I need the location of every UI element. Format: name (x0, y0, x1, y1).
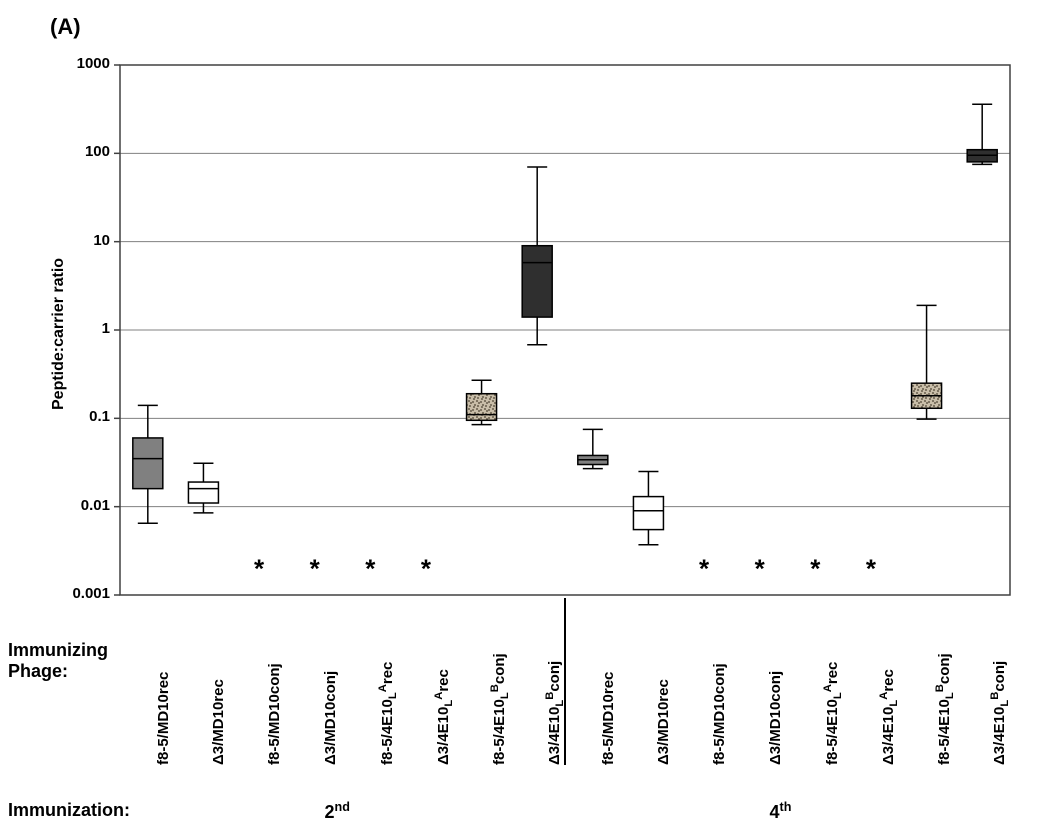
x-category-label: Δ3/4E10LBconj (544, 661, 566, 765)
group-label-4th: 4th (770, 800, 792, 823)
x-category-label: f8-5/MD10rec (155, 672, 172, 765)
svg-text:*: * (365, 553, 376, 583)
svg-text:*: * (699, 553, 710, 583)
x-category-label: f8-5/4E10LArec (822, 662, 844, 765)
figure-container: { "panel_label": { "text": "(A)", "x": 5… (0, 0, 1050, 839)
svg-text:*: * (755, 553, 766, 583)
x-category-label: f8-5/MD10conj (711, 663, 728, 765)
x-category-label: f8-5/4E10LBconj (934, 653, 956, 765)
row-label-immunizing-phage: ImmunizingPhage: (8, 640, 108, 682)
x-category-label: Δ3/4E10LBconj (989, 661, 1011, 765)
row-label-immunization: Immunization: (8, 800, 130, 821)
x-category-label: Δ3/4E10LArec (433, 669, 455, 765)
x-category-label: f8-5/4E10LBconj (489, 653, 511, 765)
x-category-label: Δ3/4E10LArec (878, 669, 900, 765)
svg-text:*: * (421, 553, 432, 583)
svg-text:*: * (310, 553, 321, 583)
x-category-label: f8-5/MD10conj (266, 663, 283, 765)
svg-text:*: * (810, 553, 821, 583)
x-category-label: Δ3/MD10conj (322, 671, 339, 765)
x-category-label: Δ3/MD10rec (655, 679, 672, 765)
x-category-label: f8-5/4E10LArec (377, 662, 399, 765)
svg-text:*: * (866, 553, 877, 583)
x-category-label: Δ3/MD10conj (767, 671, 784, 765)
x-category-label: f8-5/MD10rec (600, 672, 617, 765)
svg-text:*: * (254, 553, 265, 583)
group-label-2nd: 2nd (325, 800, 350, 823)
x-category-label: Δ3/MD10rec (210, 679, 227, 765)
